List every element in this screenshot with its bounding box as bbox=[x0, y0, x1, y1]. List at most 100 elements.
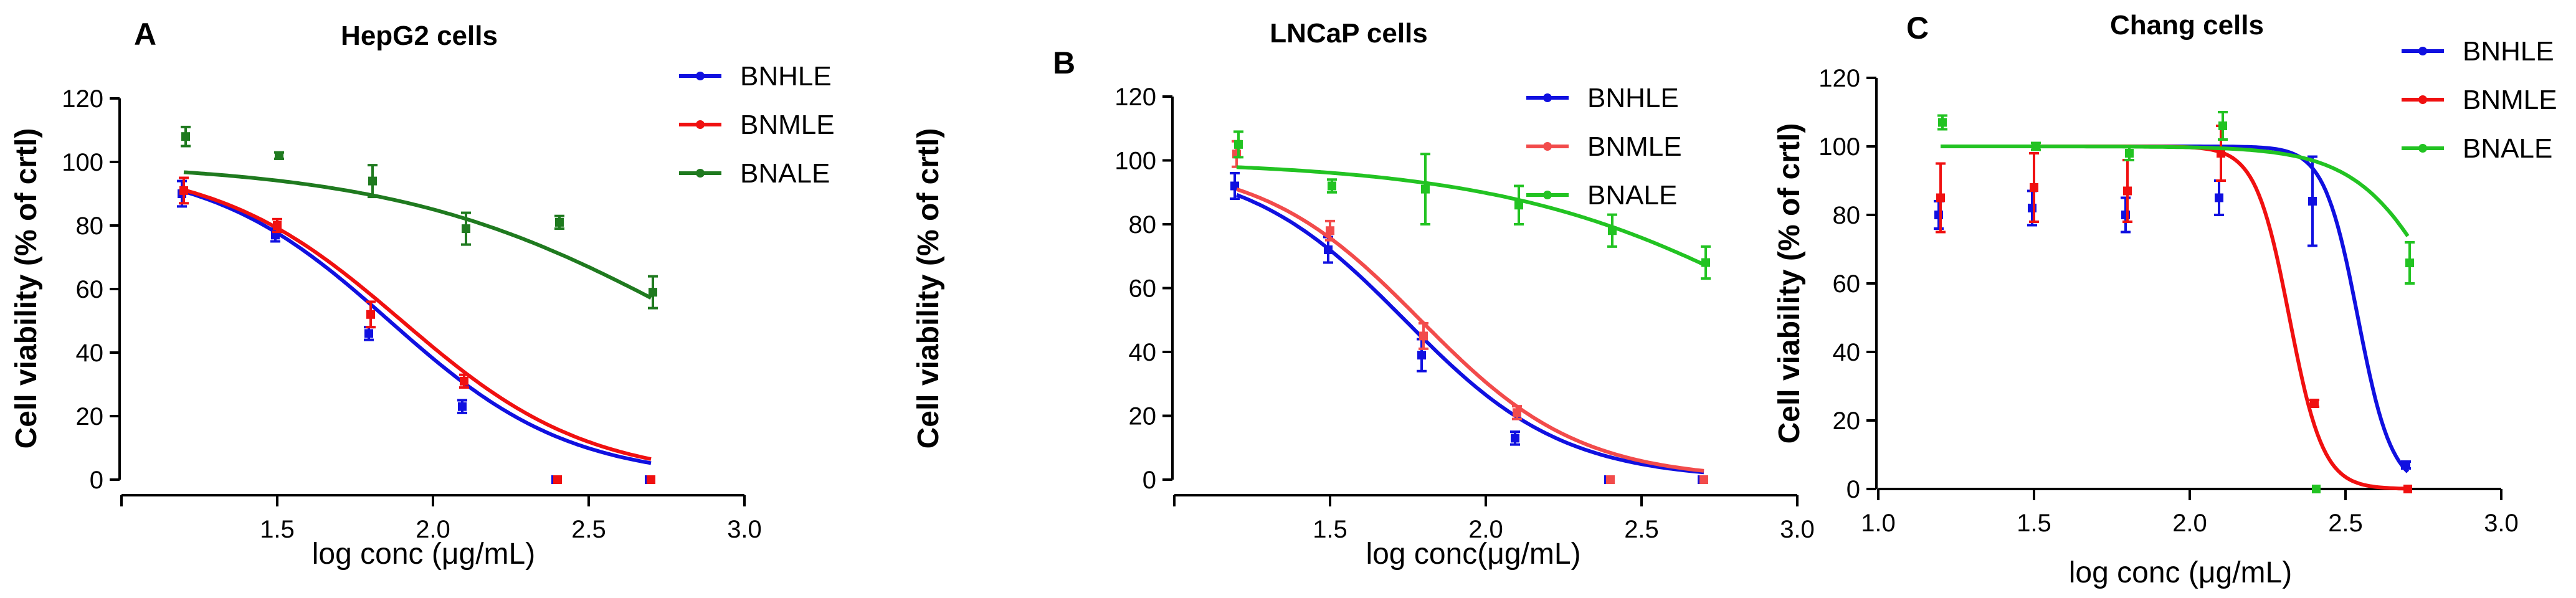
x-tick-label: 2.5 bbox=[571, 516, 606, 543]
series-BNMLE bbox=[179, 176, 655, 484]
y-tick-label: 40 bbox=[76, 339, 104, 367]
data-point-BNHLE bbox=[2215, 193, 2223, 202]
legend-marker-BNHLE bbox=[2418, 47, 2427, 55]
fit-curve-BNMLE bbox=[1941, 145, 2408, 491]
series-BNALE bbox=[181, 125, 658, 310]
legend-label-BNHLE: BNHLE bbox=[1587, 83, 1679, 113]
data-point-BNALE bbox=[1514, 201, 1523, 210]
y-axis-label: Cell viability (% of crtl) bbox=[10, 128, 43, 449]
data-point-BNMLE bbox=[2310, 399, 2319, 408]
series-BNHLE bbox=[1934, 145, 2411, 473]
panel-A: A HepG2 cells 0 20 40 60 80 100 120 1.5 2.0 2.5 3.0 l… bbox=[10, 17, 835, 571]
data-point-BNMLE bbox=[1606, 475, 1615, 484]
data-point-BNHLE bbox=[1324, 245, 1333, 254]
data-point-BNMLE bbox=[1419, 331, 1428, 341]
y-tick-label: 60 bbox=[1129, 275, 1157, 303]
x-tick-label: 1.5 bbox=[2017, 510, 2051, 537]
y-tick-label: 100 bbox=[1818, 133, 1860, 161]
panel-C: C Chang cells 0 20 40 60 80 100 120 1.0 1.5 2.0 2.5 3… bbox=[1773, 10, 2557, 589]
y-axis-label: Cell viability (% of crtl) bbox=[912, 128, 945, 449]
legend-marker-BNALE bbox=[696, 169, 705, 178]
fit-curve-BNALE bbox=[183, 170, 652, 300]
legend-marker-BNMLE bbox=[696, 120, 705, 129]
data-point-BNHLE bbox=[1417, 351, 1426, 360]
series-BNALE bbox=[1937, 111, 2415, 493]
x-tick-label: 3.0 bbox=[727, 516, 762, 543]
y-tick-label: 40 bbox=[1129, 339, 1157, 366]
data-point-BNALE bbox=[2032, 142, 2040, 151]
x-axis-label: log conc (μg/mL) bbox=[2069, 556, 2292, 589]
y-tick-label: 60 bbox=[76, 276, 104, 303]
data-point-BNALE bbox=[649, 288, 657, 297]
y-tick-label: 20 bbox=[1129, 403, 1157, 430]
legend-label-BNMLE: BNMLE bbox=[2463, 85, 2557, 115]
fit-curve-BNHLE bbox=[183, 189, 652, 465]
data-point-BNMLE bbox=[2030, 183, 2038, 192]
data-point-BNALE bbox=[275, 151, 283, 160]
y-tick-label: 100 bbox=[62, 149, 103, 176]
legend-marker-BNMLE bbox=[1543, 142, 1552, 151]
data-point-BNALE bbox=[1234, 140, 1243, 149]
data-point-BNMLE bbox=[647, 475, 655, 484]
legend-label-BNALE: BNALE bbox=[740, 158, 830, 189]
data-point-BNMLE bbox=[2403, 485, 2412, 493]
legend-marker-BNALE bbox=[2418, 144, 2427, 153]
x-tick-label: 2.0 bbox=[2172, 510, 2207, 537]
data-point-BNALE bbox=[2405, 259, 2414, 267]
x-axis-label: log conc(μg/mL) bbox=[1366, 538, 1580, 571]
legend-label-BNHLE: BNHLE bbox=[740, 61, 832, 92]
y-tick-label: 100 bbox=[1115, 148, 1156, 175]
y-tick-label: 60 bbox=[1833, 270, 1861, 298]
legend-marker-BNALE bbox=[1543, 191, 1552, 199]
data-point-BNALE bbox=[1421, 184, 1430, 194]
y-tick-label: 40 bbox=[1833, 339, 1861, 366]
data-point-BNALE bbox=[2218, 121, 2227, 130]
data-point-BNALE bbox=[1608, 226, 1617, 235]
y-tick-label: 20 bbox=[76, 403, 104, 430]
fit-curve-BNALE bbox=[1941, 145, 2410, 237]
legend-label-BNMLE: BNMLE bbox=[1587, 131, 1682, 162]
fit-curve-BNHLE bbox=[1235, 192, 1704, 475]
panel-title: LNCaP cells bbox=[1270, 18, 1428, 49]
y-tick-label: 20 bbox=[1833, 407, 1861, 435]
y-tick-label: 120 bbox=[62, 85, 103, 113]
series-BNMLE bbox=[1936, 125, 2412, 493]
data-point-BNALE bbox=[1938, 118, 1947, 127]
data-point-BNHLE bbox=[458, 402, 467, 411]
data-point-BNHLE bbox=[1230, 181, 1239, 191]
x-tick-label: 2.5 bbox=[2328, 510, 2363, 537]
legend-label-BNALE: BNALE bbox=[1587, 180, 1677, 211]
y-tick-label: 0 bbox=[1846, 476, 1860, 503]
data-point-BNMLE bbox=[553, 475, 562, 484]
y-tick-label: 120 bbox=[1818, 65, 1860, 92]
data-point-BNALE bbox=[462, 224, 470, 234]
legend-label-BNHLE: BNHLE bbox=[2463, 36, 2554, 67]
data-point-BNALE bbox=[368, 176, 377, 186]
legend-marker-BNHLE bbox=[696, 72, 705, 80]
legend-marker-BNMLE bbox=[2418, 95, 2427, 104]
y-axis-label: Cell viability (% of crtl) bbox=[1773, 123, 1806, 444]
panel-B: B LNCaP cells 0 20 40 60 80 100 120 1.5 2.0 2.5 3.0 l… bbox=[912, 18, 1815, 571]
x-tick-label: 2.0 bbox=[1468, 516, 1503, 543]
y-tick-label: 80 bbox=[1129, 211, 1157, 239]
legend-label-BNALE: BNALE bbox=[2463, 133, 2552, 164]
data-point-BNMLE bbox=[2123, 186, 2132, 196]
data-point-BNMLE bbox=[366, 310, 375, 319]
series-BNALE bbox=[1233, 130, 1711, 280]
y-tick-label: 80 bbox=[76, 212, 104, 240]
data-point-BNMLE bbox=[1699, 475, 1708, 484]
x-tick-label: 1.0 bbox=[1861, 510, 1896, 537]
x-tick-label: 2.5 bbox=[1624, 516, 1659, 543]
data-point-BNHLE bbox=[1511, 434, 1519, 443]
fit-curve-BNALE bbox=[1236, 165, 1705, 267]
legend-marker-BNHLE bbox=[1543, 93, 1552, 102]
fit-curve-BNHLE bbox=[1941, 145, 2410, 473]
panel-letter: A bbox=[134, 17, 156, 52]
fit-curve-BNMLE bbox=[183, 188, 652, 461]
data-point-BNALE bbox=[2125, 149, 2134, 158]
panel-title: HepG2 cells bbox=[341, 21, 498, 51]
data-point-BNALE bbox=[181, 132, 190, 141]
x-tick-label: 1.5 bbox=[1313, 516, 1347, 543]
series-BNMLE bbox=[1232, 140, 1708, 484]
